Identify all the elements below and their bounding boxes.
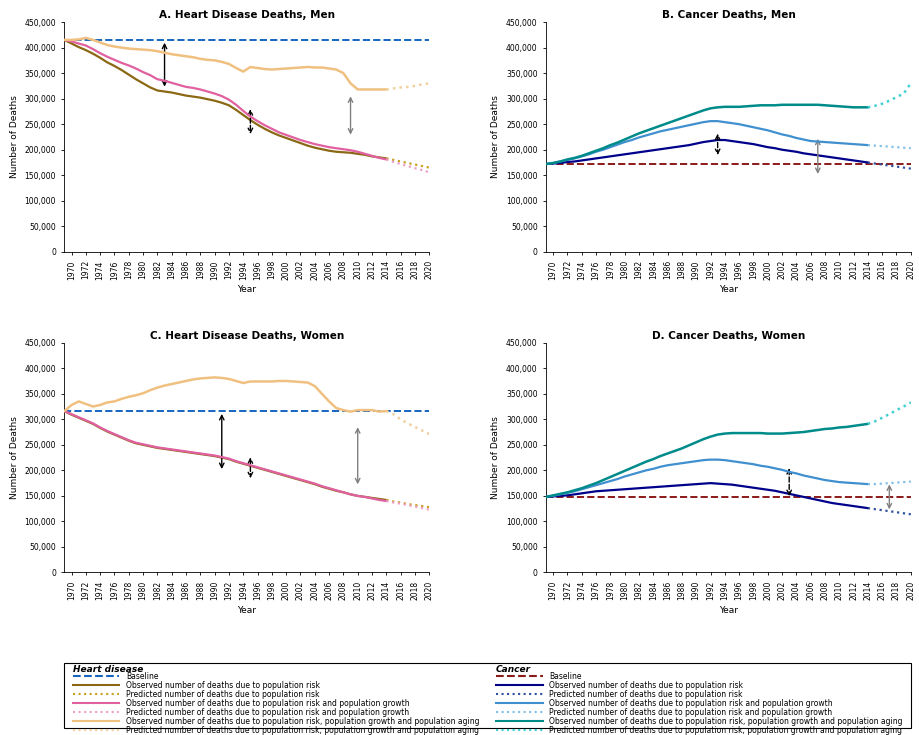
- Text: Observed number of deaths due to population risk: Observed number of deaths due to populat…: [126, 681, 320, 689]
- Text: Observed number of deaths due to population risk and population growth: Observed number of deaths due to populat…: [126, 699, 409, 708]
- X-axis label: Year: Year: [718, 606, 737, 614]
- Text: Predicted number of deaths due to population risk, population growth and populat: Predicted number of deaths due to popula…: [126, 725, 479, 735]
- Text: Predicted number of deaths due to population risk: Predicted number of deaths due to popula…: [549, 689, 742, 699]
- Y-axis label: Number of Deaths: Number of Deaths: [10, 96, 19, 179]
- Text: Heart disease: Heart disease: [73, 665, 143, 674]
- Text: Observed number of deaths due to population risk: Observed number of deaths due to populat…: [549, 681, 743, 689]
- Title: C. Heart Disease Deaths, Women: C. Heart Disease Deaths, Women: [150, 331, 344, 340]
- X-axis label: Year: Year: [237, 606, 256, 614]
- Title: B. Cancer Deaths, Men: B. Cancer Deaths, Men: [661, 10, 794, 20]
- Y-axis label: Number of Deaths: Number of Deaths: [491, 416, 500, 499]
- Y-axis label: Number of Deaths: Number of Deaths: [491, 96, 500, 179]
- Text: Observed number of deaths due to population risk, population growth and populati: Observed number of deaths due to populat…: [126, 717, 479, 725]
- Text: Observed number of deaths due to population risk, population growth and populati: Observed number of deaths due to populat…: [549, 717, 902, 725]
- Title: A. Heart Disease Deaths, Men: A. Heart Disease Deaths, Men: [159, 10, 335, 20]
- X-axis label: Year: Year: [718, 285, 737, 294]
- Y-axis label: Number of Deaths: Number of Deaths: [10, 416, 19, 499]
- Text: Cancer: Cancer: [495, 665, 530, 674]
- Text: Predicted number of deaths due to population risk: Predicted number of deaths due to popula…: [126, 689, 319, 699]
- Text: Predicted number of deaths due to population risk and population growth: Predicted number of deaths due to popula…: [549, 708, 832, 717]
- Text: Predicted number of deaths due to population risk and population growth: Predicted number of deaths due to popula…: [126, 708, 409, 717]
- Text: Predicted number of deaths due to population risk, population growth and populat: Predicted number of deaths due to popula…: [549, 725, 902, 735]
- Text: Baseline: Baseline: [126, 672, 158, 681]
- Text: Baseline: Baseline: [549, 672, 581, 681]
- X-axis label: Year: Year: [237, 285, 256, 294]
- Text: Observed number of deaths due to population risk and population growth: Observed number of deaths due to populat…: [549, 699, 832, 708]
- Title: D. Cancer Deaths, Women: D. Cancer Deaths, Women: [651, 331, 804, 340]
